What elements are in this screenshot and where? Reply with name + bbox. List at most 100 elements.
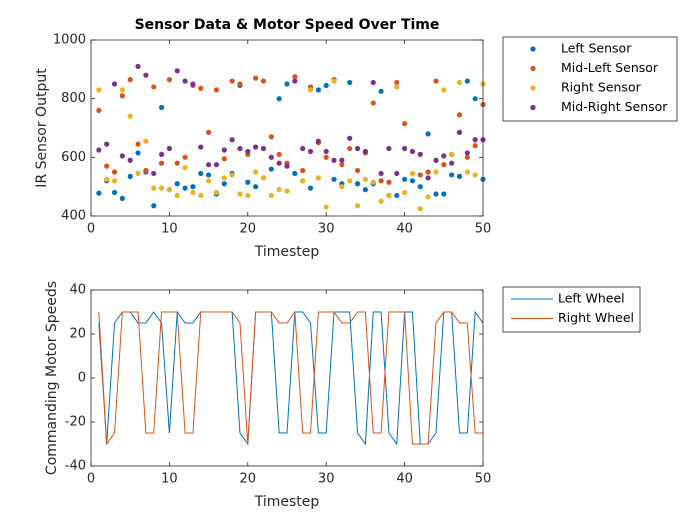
- point: [111, 81, 118, 87]
- point: [394, 79, 400, 86]
- point: [182, 165, 188, 171]
- legend-label: Left Wheel: [558, 291, 625, 306]
- point: [237, 81, 243, 87]
- point: [135, 63, 141, 69]
- point: [464, 78, 470, 84]
- point: [339, 157, 345, 163]
- point: [292, 74, 298, 80]
- point: [339, 184, 345, 190]
- point: [96, 87, 102, 93]
- point: [331, 78, 337, 84]
- point: [143, 167, 149, 174]
- point: [198, 170, 204, 177]
- point: [417, 172, 423, 178]
- point: [417, 206, 423, 212]
- point: [354, 145, 361, 152]
- point: [378, 170, 384, 177]
- point: [362, 187, 368, 193]
- point: [143, 72, 149, 78]
- point: [307, 185, 314, 191]
- point: [402, 121, 408, 127]
- point: [362, 176, 368, 182]
- point: [472, 172, 478, 178]
- point: [472, 143, 478, 149]
- point: [315, 138, 321, 144]
- point: [425, 169, 431, 175]
- point: [127, 77, 133, 83]
- point: [433, 157, 439, 163]
- point: [472, 96, 478, 102]
- point: [370, 100, 376, 106]
- point: [268, 192, 274, 199]
- legend-marker: [530, 46, 536, 52]
- legend-label: Left Sensor: [561, 41, 632, 56]
- point: [158, 104, 165, 111]
- point: [96, 107, 102, 113]
- point: [190, 81, 196, 87]
- x-tick-label: 0: [87, 222, 95, 237]
- point: [456, 129, 463, 135]
- y-tick-label: 800: [61, 91, 86, 106]
- x-axis-label: Timestep: [254, 494, 320, 510]
- y-axis-label: Commanding Motor Speeds: [44, 281, 60, 475]
- point: [158, 151, 165, 157]
- y-tick-label: 40: [69, 283, 86, 298]
- axes-frame: [90, 39, 484, 217]
- point: [104, 141, 110, 147]
- point: [394, 192, 400, 199]
- point: [456, 79, 463, 86]
- point: [127, 157, 133, 163]
- point: [151, 203, 157, 209]
- point: [104, 163, 110, 169]
- point: [237, 191, 243, 197]
- point: [441, 191, 447, 197]
- point: [386, 145, 392, 152]
- point: [394, 170, 400, 177]
- point: [260, 145, 267, 152]
- y-tick-label: -20: [65, 415, 86, 430]
- point: [378, 198, 384, 204]
- point: [198, 144, 204, 150]
- point: [339, 162, 345, 168]
- x-tick-label: 50: [475, 222, 492, 237]
- axes-background: [91, 290, 483, 466]
- point: [213, 162, 220, 168]
- point: [449, 160, 455, 166]
- point: [456, 112, 463, 118]
- point: [221, 147, 227, 153]
- point: [96, 190, 102, 196]
- legend-label: Right Wheel: [558, 310, 634, 325]
- point: [174, 160, 180, 166]
- point: [245, 192, 251, 199]
- point: [354, 167, 361, 174]
- point: [378, 88, 384, 94]
- point: [323, 148, 329, 155]
- point: [456, 173, 463, 179]
- point: [166, 77, 172, 83]
- point: [135, 141, 141, 147]
- point: [300, 145, 306, 152]
- point: [284, 163, 290, 169]
- y-axis-label: IR Sensor Output: [34, 68, 50, 188]
- point: [166, 187, 172, 193]
- point: [268, 166, 274, 172]
- x-tick-label: 40: [396, 222, 413, 237]
- y-tick-label: -40: [65, 459, 86, 474]
- point: [433, 78, 439, 84]
- legend-label: Mid-Right Sensor: [561, 99, 668, 114]
- line: [98, 310, 484, 446]
- point: [245, 179, 251, 185]
- point: [315, 87, 321, 93]
- chart-title: Sensor Data & Motor Speed Over Time: [135, 17, 440, 33]
- y-tick-label: 400: [61, 209, 86, 224]
- point: [441, 162, 447, 168]
- point: [354, 203, 361, 209]
- point: [174, 192, 180, 199]
- point: [370, 179, 376, 185]
- x-tick-label: 10: [161, 472, 178, 487]
- point: [386, 179, 392, 185]
- point: [464, 169, 470, 175]
- point: [433, 191, 439, 197]
- legend-label: Right Sensor: [561, 80, 642, 95]
